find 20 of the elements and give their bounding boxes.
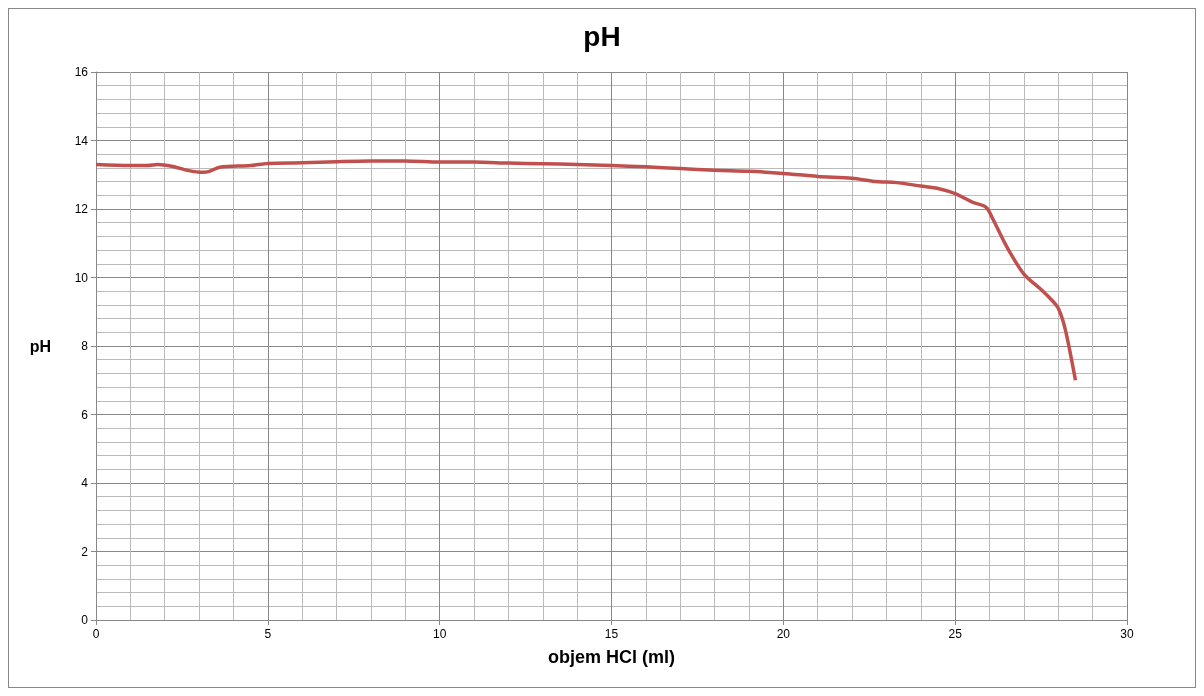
y-tick-label: 10: [74, 270, 89, 285]
y-tick-label: 4: [81, 476, 89, 490]
x-axis-title: objem HCl (ml): [547, 647, 676, 667]
y-axis-title: pH: [29, 337, 51, 355]
y-tick-label: 6: [81, 407, 89, 422]
y-tick-label: 8: [81, 339, 89, 353]
line-series: [94, 159, 1078, 382]
x-tick-label: 5: [264, 627, 272, 641]
x-tick-label: 25: [948, 627, 963, 641]
x-tick-label: 0: [92, 627, 100, 641]
y-tick-label: 2: [81, 544, 89, 559]
y-tick-label: 0: [81, 613, 89, 627]
chart-title: pH: [583, 20, 621, 52]
y-tick-label: 16: [74, 65, 89, 79]
x-tick-label: 15: [604, 627, 619, 641]
x-tick-label: 10: [432, 627, 447, 641]
x-tick-label: 30: [1120, 627, 1134, 641]
y-tick-label: 14: [74, 133, 89, 148]
y-tick-label: 12: [74, 202, 89, 216]
x-tick-label: 20: [776, 627, 791, 641]
